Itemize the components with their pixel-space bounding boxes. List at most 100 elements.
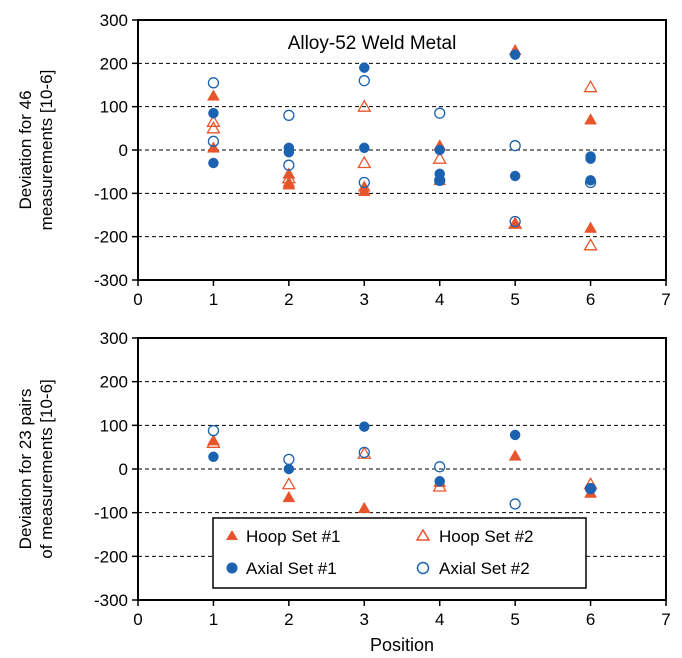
- top-point-hoop-set-1: [584, 221, 598, 233]
- top-point-axial-set-1: [359, 142, 370, 154]
- top-x-tick-label: 2: [284, 290, 293, 309]
- top-point-hoop-set-1: [584, 113, 598, 125]
- bottom-point-axial-set-1: [434, 475, 445, 487]
- legend-hoop-set-1-label: Hoop Set #1: [246, 527, 341, 546]
- bottom-y-tick-label: -300: [94, 591, 128, 610]
- bottom-y-axis-label-line-2: of measurements [10-6]: [37, 379, 56, 559]
- legend-hoop-set-2: Hoop Set #2: [415, 527, 534, 546]
- top-point-axial-set-1: [585, 175, 596, 186]
- legend-hoop-set-1-marker: [226, 530, 238, 540]
- top-chart: -300 -200 -100 0 100 200 300 0 1 2 3 4 5 6 7 Alloy-52…: [16, 11, 671, 309]
- bottom-point-hoop-set-1: [357, 501, 371, 514]
- bottom-point-hoop-set-1: [282, 490, 296, 503]
- bottom-point-axial-set-1: [509, 429, 521, 441]
- top-y-tick-label: -100: [94, 184, 128, 203]
- top-data-points: [206, 43, 598, 251]
- top-point-axial-set-2: [434, 174, 446, 186]
- legend-hoop-set-2-label: Hoop Set #2: [439, 527, 534, 546]
- top-point-hoop-set-2: [281, 170, 296, 184]
- top-point-axial-set-2: [434, 107, 446, 119]
- top-point-axial-set-1: [585, 153, 596, 164]
- bottom-point-axial-set-2: [434, 461, 446, 473]
- bottom-data-points: [206, 421, 598, 514]
- bottom-point-hoop-set-2: [206, 435, 221, 448]
- bottom-y-axis-label-line-1: Deviation for 23 pairs: [16, 389, 35, 550]
- top-x-tick-label: 7: [661, 290, 670, 309]
- top-point-hoop-set-1: [282, 178, 296, 190]
- bottom-point-axial-set-2: [283, 453, 295, 466]
- legend-hoop-set-1: Hoop Set #1: [226, 527, 341, 546]
- bottom-point-hoop-set-2: [432, 479, 447, 492]
- bottom-point-axial-set-2: [584, 482, 597, 495]
- legend-hoop-set-2-marker: [415, 528, 431, 541]
- top-y-tick-label: 300: [100, 11, 128, 30]
- top-point-axial-set-1: [509, 170, 521, 182]
- top-point-hoop-set-2: [583, 79, 598, 93]
- top-point-axial-set-1: [283, 146, 295, 158]
- bottom-y-tick-label: -100: [94, 504, 128, 523]
- bottom-x-tick-label: 1: [209, 610, 218, 629]
- top-y-tick-label: 100: [100, 98, 128, 117]
- top-point-hoop-set-2: [206, 114, 221, 127]
- legend-box: [212, 517, 587, 589]
- top-point-axial-set-1: [359, 62, 370, 73]
- bottom-x-tick-label: 2: [284, 610, 293, 629]
- legend-axial-set-2-marker: [416, 561, 430, 575]
- legend-axial-set-2: Axial Set #2: [416, 559, 530, 578]
- top-point-axial-set-2: [283, 109, 295, 121]
- top-x-tick-label: 1: [209, 290, 218, 309]
- top-chart-title: Alloy-52 Weld Metal: [288, 33, 457, 54]
- legend-axial-set-1-marker: [226, 562, 238, 574]
- top-x-tick-label: 3: [360, 290, 369, 309]
- legend: Hoop Set #1 Hoop Set #2 Axial Set #1 Axi…: [212, 517, 587, 589]
- top-point-hoop-set-2: [357, 99, 372, 112]
- top-point-axial-set-2: [358, 176, 370, 189]
- top-point-axial-set-2: [207, 77, 220, 89]
- bottom-x-axis-label: Position: [370, 635, 434, 655]
- bottom-y-tick-labels: -300 -200 -100 0 100 200 300: [94, 329, 138, 610]
- top-gridlines: [138, 62, 666, 238]
- top-point-hoop-set-2: [583, 238, 598, 251]
- bottom-x-tick-labels: 0 1 2 3 4 5 6 7: [133, 600, 671, 629]
- bottom-point-axial-set-2: [509, 498, 521, 510]
- bottom-y-tick-label: 0: [119, 460, 128, 479]
- bottom-y-tick-label: 300: [100, 329, 128, 348]
- bottom-x-tick-label: 0: [133, 610, 142, 629]
- bottom-chart: -300 -200 -100 0 100 200 300 0 1 2 3 4 5 6 7 Position…: [16, 329, 671, 655]
- top-point-hoop-set-2: [206, 121, 221, 134]
- top-y-axis-label-line-2: measurements [10-6]: [37, 70, 56, 231]
- top-y-tick-label: -200: [94, 228, 128, 247]
- bottom-point-axial-set-1: [208, 451, 219, 463]
- top-point-axial-set-1: [208, 157, 219, 169]
- top-y-tick-label: 200: [100, 54, 128, 73]
- top-point-axial-set-1: [434, 144, 445, 156]
- top-point-axial-set-2: [584, 176, 597, 189]
- top-point-axial-set-2: [358, 75, 370, 87]
- top-y-tick-label: -300: [94, 271, 128, 290]
- bottom-point-axial-set-1: [283, 463, 295, 475]
- bottom-y-tick-label: 100: [100, 416, 128, 435]
- top-point-hoop-set-1: [206, 89, 220, 101]
- top-point-hoop-set-1: [206, 141, 220, 153]
- top-y-axis-label-line-1: Deviation for 46: [16, 90, 35, 209]
- legend-axial-set-1-label: Axial Set #1: [246, 559, 337, 578]
- bottom-point-hoop-set-1: [508, 449, 522, 461]
- top-point-axial-set-2: [283, 159, 295, 171]
- top-x-tick-labels: 0 1 2 3 4 5 6 7: [133, 280, 671, 309]
- bottom-point-axial-set-2: [207, 424, 220, 437]
- bottom-point-hoop-set-2: [357, 446, 372, 459]
- bottom-point-hoop-set-2: [281, 476, 296, 490]
- top-point-hoop-set-2: [432, 151, 447, 164]
- top-x-tick-label: 5: [510, 290, 519, 309]
- top-point-axial-set-2: [207, 135, 220, 147]
- bottom-x-tick-label: 7: [661, 610, 670, 629]
- top-y-tick-label: 0: [119, 141, 128, 160]
- top-point-hoop-set-2: [357, 155, 372, 169]
- bottom-x-tick-label: 5: [510, 610, 519, 629]
- legend-axial-set-1: Axial Set #1: [226, 559, 337, 578]
- top-point-axial-set-2: [509, 140, 521, 152]
- bottom-x-tick-label: 6: [586, 610, 595, 629]
- bottom-point-axial-set-2: [358, 446, 370, 459]
- bottom-point-axial-set-1: [359, 421, 370, 432]
